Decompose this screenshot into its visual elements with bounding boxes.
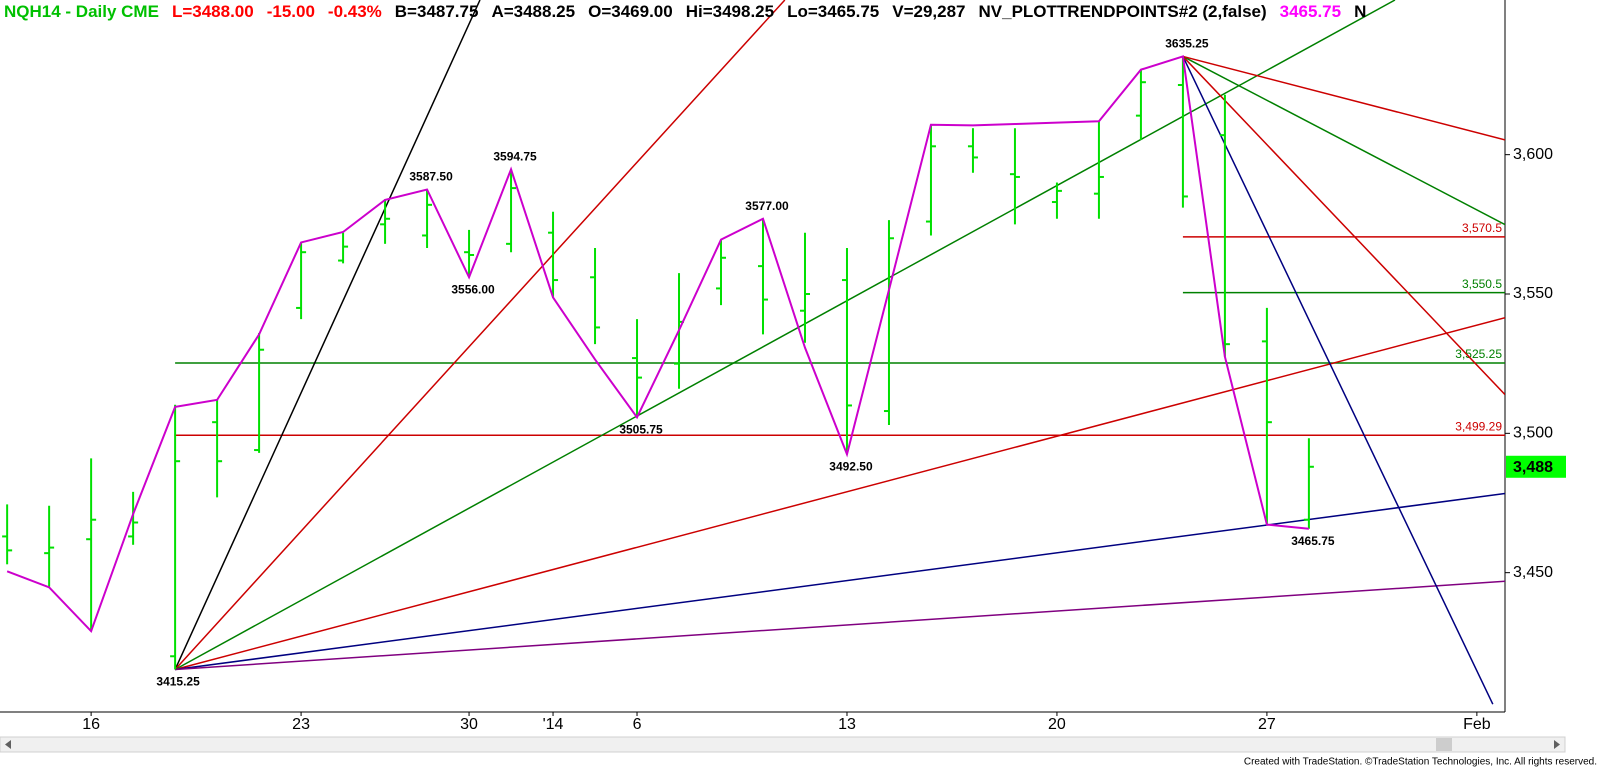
y-tick-label: 3,600 [1513, 146, 1553, 163]
fan-line [1182, 55, 1505, 226]
fan-line [1182, 56, 1494, 705]
footer: Created with TradeStation. ©TradeStation… [1244, 757, 1597, 768]
header-field: -15.00 [266, 2, 315, 21]
swing-line [6, 55, 1309, 634]
header-field: NV_PLOTTRENDPOINTS#2 (2,false) [978, 2, 1267, 21]
header-field: N [1354, 2, 1367, 21]
fan-line [175, 492, 1505, 671]
fan-line [174, 316, 1505, 671]
fan-line [174, 0, 786, 671]
last-price-box [1506, 455, 1566, 478]
scroll-right-arrow[interactable] [1554, 740, 1560, 749]
x-tick-label: 30 [460, 716, 478, 733]
y-tick-label: 3,500 [1513, 425, 1553, 442]
pivot-label: 3594.75 [493, 149, 537, 163]
header-field: V=29,287 [892, 2, 966, 21]
pivot-label: 3492.50 [829, 459, 873, 473]
fan-line [174, 0, 1396, 671]
header-field: Lo=3465.75 [787, 2, 880, 21]
fan-line [1182, 55, 1505, 141]
level-label: 3,550.5 [1462, 277, 1502, 291]
header-field: NQH14 - Daily CME [4, 2, 159, 21]
pivot-label: 3556.00 [451, 282, 495, 296]
scroll-left-arrow[interactable] [5, 740, 11, 749]
pivot-label: 3505.75 [619, 422, 663, 436]
scrollbar-thumb[interactable] [1436, 738, 1452, 751]
header-field: L=3488.00 [171, 2, 254, 21]
pivot-label: 3587.50 [409, 170, 453, 184]
x-tick-label: 6 [633, 716, 642, 733]
last-price-label: 3,488 [1513, 459, 1553, 476]
plot-area: 3,570.5 3,550.5 3,525.25 3,499.29 [2, 0, 1505, 705]
level-label: 3,570.5 [1462, 221, 1502, 235]
header-field: 3465.75 [1279, 2, 1342, 21]
pivot-label: 3577.00 [745, 199, 789, 213]
fan-line [175, 580, 1505, 671]
fan-line [1182, 55, 1505, 396]
header: NQH14 - Daily CME L=3488.00 -15.00 -0.43% B=… [4, 2, 1504, 22]
level-label: 3,499.29 [1455, 419, 1502, 433]
y-tick-label: 3,550 [1513, 285, 1553, 302]
x-tick-label: Feb [1463, 716, 1491, 733]
x-tick-label: 16 [82, 716, 100, 733]
header-field: A=3488.25 [491, 2, 576, 21]
header-field: -0.43% [327, 2, 382, 21]
fan-line [174, 0, 481, 670]
x-tick-label: 23 [292, 716, 310, 733]
x-tick-label: 20 [1048, 716, 1066, 733]
y-tick-label: 3,450 [1513, 564, 1553, 581]
level-label: 3,525.25 [1455, 347, 1502, 361]
x-tick-label: 27 [1258, 716, 1276, 733]
header-field: B=3487.75 [394, 2, 479, 21]
annotation: 3415.25 [156, 675, 200, 689]
scrollbar[interactable] [0, 736, 1566, 753]
pivot-label: 3465.75 [1291, 534, 1335, 548]
header-field: O=3469.00 [588, 2, 673, 21]
header-field: Hi=3498.25 [685, 2, 775, 21]
x-tick-label: 13 [838, 716, 856, 733]
x-tick-label: '14 [543, 716, 564, 733]
pivot-label: 3635.25 [1165, 37, 1209, 51]
